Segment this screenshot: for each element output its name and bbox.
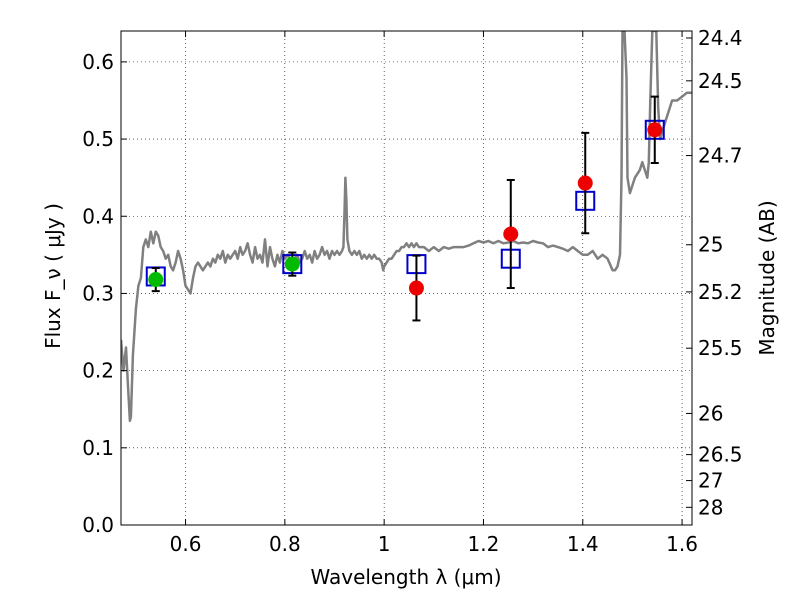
right-tick-label: 26.5: [698, 443, 743, 467]
y-tick-label: 0.2: [82, 359, 114, 383]
observed-flux-point: [503, 226, 519, 242]
right-axis-title: Magnitude (AB): [755, 200, 779, 355]
x-tick-label: 1.6: [666, 532, 698, 556]
y-tick-label: 0.5: [82, 127, 114, 151]
observed-flux-point: [284, 256, 300, 272]
right-tick-label: 27: [698, 469, 723, 493]
right-tick-label: 24.7: [698, 144, 743, 168]
observed-flux-point: [148, 272, 164, 288]
right-tick-label: 25.2: [698, 280, 743, 304]
y-tick-label: 0.6: [82, 50, 114, 74]
right-tick-label: 28: [698, 495, 723, 519]
axis-ticks: 0.6 0.8 1 1.2 1.4 1.6 0.0 0.1 0.2 0.3 0.4 0.5 0.6 24.…: [82, 26, 742, 556]
observed-flux-point: [647, 122, 663, 138]
plot-content: [121, 31, 692, 423]
x-tick-label: 0.8: [269, 532, 301, 556]
x-tick-label: 0.6: [170, 532, 202, 556]
right-tick-label: 24.5: [698, 69, 743, 93]
model-spectrum-line: [121, 31, 692, 423]
right-tick-label: 24.4: [698, 26, 743, 50]
plot-frame: [120, 30, 693, 526]
right-tick-label: 25: [698, 233, 723, 257]
y-tick-label: 0.0: [82, 513, 114, 537]
x-axis-title: Wavelength λ (μm): [310, 565, 501, 589]
x-tick-label: 1.4: [567, 532, 599, 556]
observed-flux-point: [408, 280, 424, 296]
x-tick-label: 1.2: [468, 532, 500, 556]
y-tick-label: 0.3: [82, 281, 114, 305]
right-tick-label: 25.5: [698, 336, 743, 360]
y-tick-label: 0.4: [82, 204, 114, 228]
x-tick-label: 1: [378, 532, 391, 556]
y-axis-title: Flux F_ν ( μJy ): [41, 203, 65, 349]
y-tick-label: 0.1: [82, 436, 114, 460]
observed-flux-point: [577, 175, 593, 191]
right-tick-label: 26: [698, 401, 723, 425]
